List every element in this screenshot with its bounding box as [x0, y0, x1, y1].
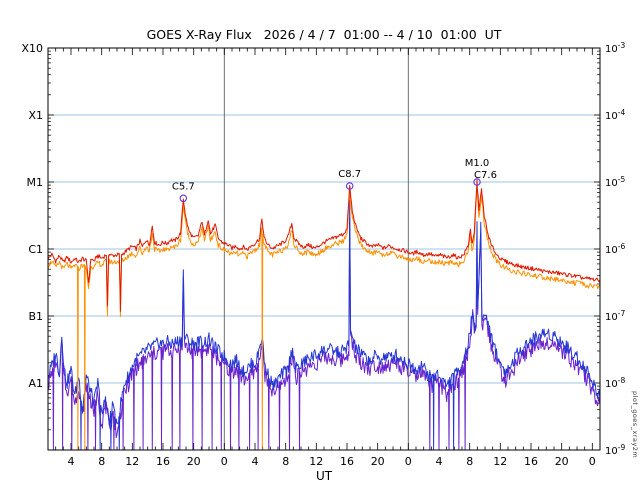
x-axis-label: UT	[315, 469, 333, 483]
x-tick-label: 4	[436, 455, 443, 468]
plot-border	[47, 47, 601, 451]
x-tick-label: 20	[555, 455, 569, 468]
flux-class-label: X10	[21, 42, 43, 55]
flux-class-label: X1	[28, 109, 43, 122]
flare-marker	[473, 178, 481, 186]
y-tick-label: 10-5	[605, 175, 625, 189]
series-xray-short-secondary	[47, 217, 601, 451]
plot-id-watermark: plot_goes_xray2m	[631, 390, 639, 458]
x-tick-label: 0	[405, 455, 412, 468]
flux-class-label: C1	[28, 243, 43, 256]
x-tick-label: 4	[68, 455, 75, 468]
x-tick-label: 12	[125, 455, 139, 468]
x-tick-label: 0	[221, 455, 228, 468]
y-tick-label: 10-6	[605, 242, 625, 256]
y-tick-label: 10-9	[605, 443, 625, 457]
y-tick-label: 10-7	[605, 309, 625, 323]
chart-title: GOES X-Ray Flux 2026 / 4 / 7 01:00 -- 4 …	[146, 27, 502, 42]
x-tick-label: 8	[282, 455, 289, 468]
x-tick-label: 20	[187, 455, 201, 468]
flare-label: M1.0	[465, 158, 490, 169]
y-tick-label: 10-3	[605, 41, 625, 55]
x-tick-label: 12	[309, 455, 323, 468]
x-tick-label: 8	[98, 455, 105, 468]
flux-class-label: B1	[28, 310, 43, 323]
x-tick-label: 0	[589, 455, 596, 468]
flare-label: C7.6	[474, 170, 497, 181]
flare-label: C8.7	[338, 169, 361, 180]
x-tick-label: 16	[340, 455, 354, 468]
flare-label: C5.7	[172, 181, 195, 192]
x-tick-label: 16	[524, 455, 538, 468]
x-tick-label: 8	[466, 455, 473, 468]
y-tick-label: 10-8	[605, 376, 625, 390]
flare-marker	[345, 182, 354, 190]
flux-class-label: A1	[28, 377, 43, 390]
flux-class-label: M1	[27, 176, 44, 189]
y-tick-label: 10-4	[605, 108, 625, 122]
series-xray-short-primary	[47, 199, 601, 451]
x-tick-label: 20	[371, 455, 385, 468]
x-tick-label: 16	[156, 455, 170, 468]
x-tick-label: 12	[493, 455, 507, 468]
flare-marker	[179, 194, 188, 203]
x-tick-label: 4	[252, 455, 259, 468]
series-xray-long-secondary	[47, 185, 601, 451]
series-xray-long-primary	[47, 179, 601, 312]
